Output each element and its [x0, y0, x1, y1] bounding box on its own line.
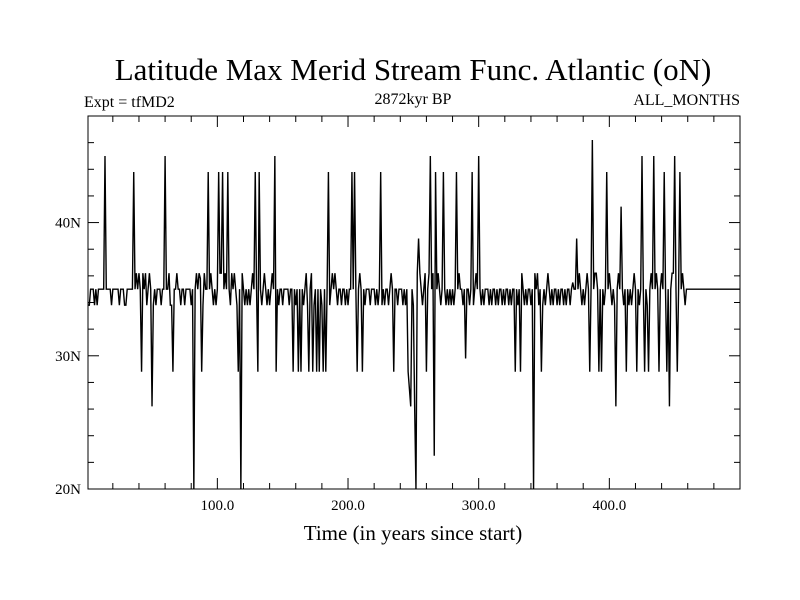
chart-subtitle-left: Expt = tfMD2: [84, 94, 175, 111]
series-line: [88, 139, 740, 490]
axis-tick-labels: 100.0 200.0 300.0 400.0 20N 30N 40N: [55, 216, 626, 514]
chart-subtitle-center: 2872kyr BP: [375, 91, 452, 108]
y-tick-label: 20N: [55, 482, 81, 498]
x-tick-label: 300.0: [462, 498, 496, 514]
y-tick-label: 40N: [55, 216, 81, 232]
chart-subtitle-right: ALL_MONTHS: [633, 92, 740, 109]
x-tick-label: 200.0: [331, 498, 365, 514]
chart-title: Latitude Max Merid Stream Func. Atlantic…: [115, 52, 712, 87]
x-tick-label: 100.0: [200, 498, 234, 514]
x-tick-label: 400.0: [592, 498, 626, 514]
y-tick-label: 30N: [55, 349, 81, 365]
axis-ticks: [88, 116, 740, 489]
x-axis-label: Time (in years since start): [304, 521, 523, 545]
